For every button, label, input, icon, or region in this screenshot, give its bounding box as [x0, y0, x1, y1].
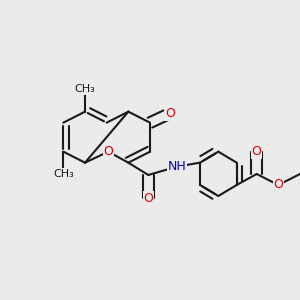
Text: CH₃: CH₃: [75, 84, 95, 94]
Text: O: O: [252, 145, 262, 158]
Text: NH: NH: [167, 160, 186, 173]
Text: O: O: [103, 145, 113, 158]
Text: CH₃: CH₃: [53, 169, 74, 179]
Text: O: O: [273, 178, 283, 191]
Text: O: O: [165, 107, 175, 120]
Text: O: O: [143, 192, 153, 205]
